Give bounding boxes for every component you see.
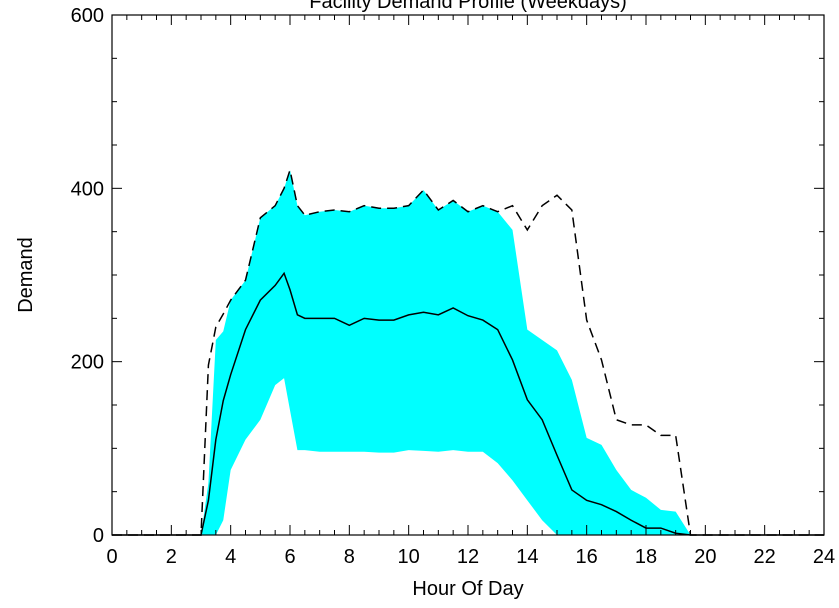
x-tick-label: 24 bbox=[813, 546, 835, 568]
y-tick-label: 200 bbox=[71, 352, 104, 374]
y-axis-label: Demand bbox=[15, 237, 37, 313]
y-tick-label: 600 bbox=[71, 5, 104, 27]
x-tick-label: 14 bbox=[516, 546, 538, 568]
x-tick-label: 0 bbox=[106, 546, 117, 568]
x-tick-label: 2 bbox=[166, 546, 177, 568]
series-line bbox=[112, 167, 824, 536]
x-tick-label: 20 bbox=[694, 546, 716, 568]
band-area bbox=[112, 170, 824, 535]
x-tick-label: 16 bbox=[576, 546, 598, 568]
y-tick-label: 400 bbox=[71, 178, 104, 200]
x-tick-label: 22 bbox=[754, 546, 776, 568]
series-line bbox=[112, 271, 824, 536]
x-tick-label: 8 bbox=[344, 546, 355, 568]
x-tick-label: 6 bbox=[284, 546, 295, 568]
y-tick-label: 0 bbox=[93, 525, 104, 547]
x-tick-label: 4 bbox=[225, 546, 236, 568]
x-tick-label: 18 bbox=[635, 546, 657, 568]
x-tick-label: 10 bbox=[398, 546, 420, 568]
x-axis-label: Hour Of Day bbox=[412, 578, 523, 600]
x-tick-label: 12 bbox=[457, 546, 479, 568]
chart-title: Facility Demand Profile (Weekdays) bbox=[309, 0, 627, 13]
